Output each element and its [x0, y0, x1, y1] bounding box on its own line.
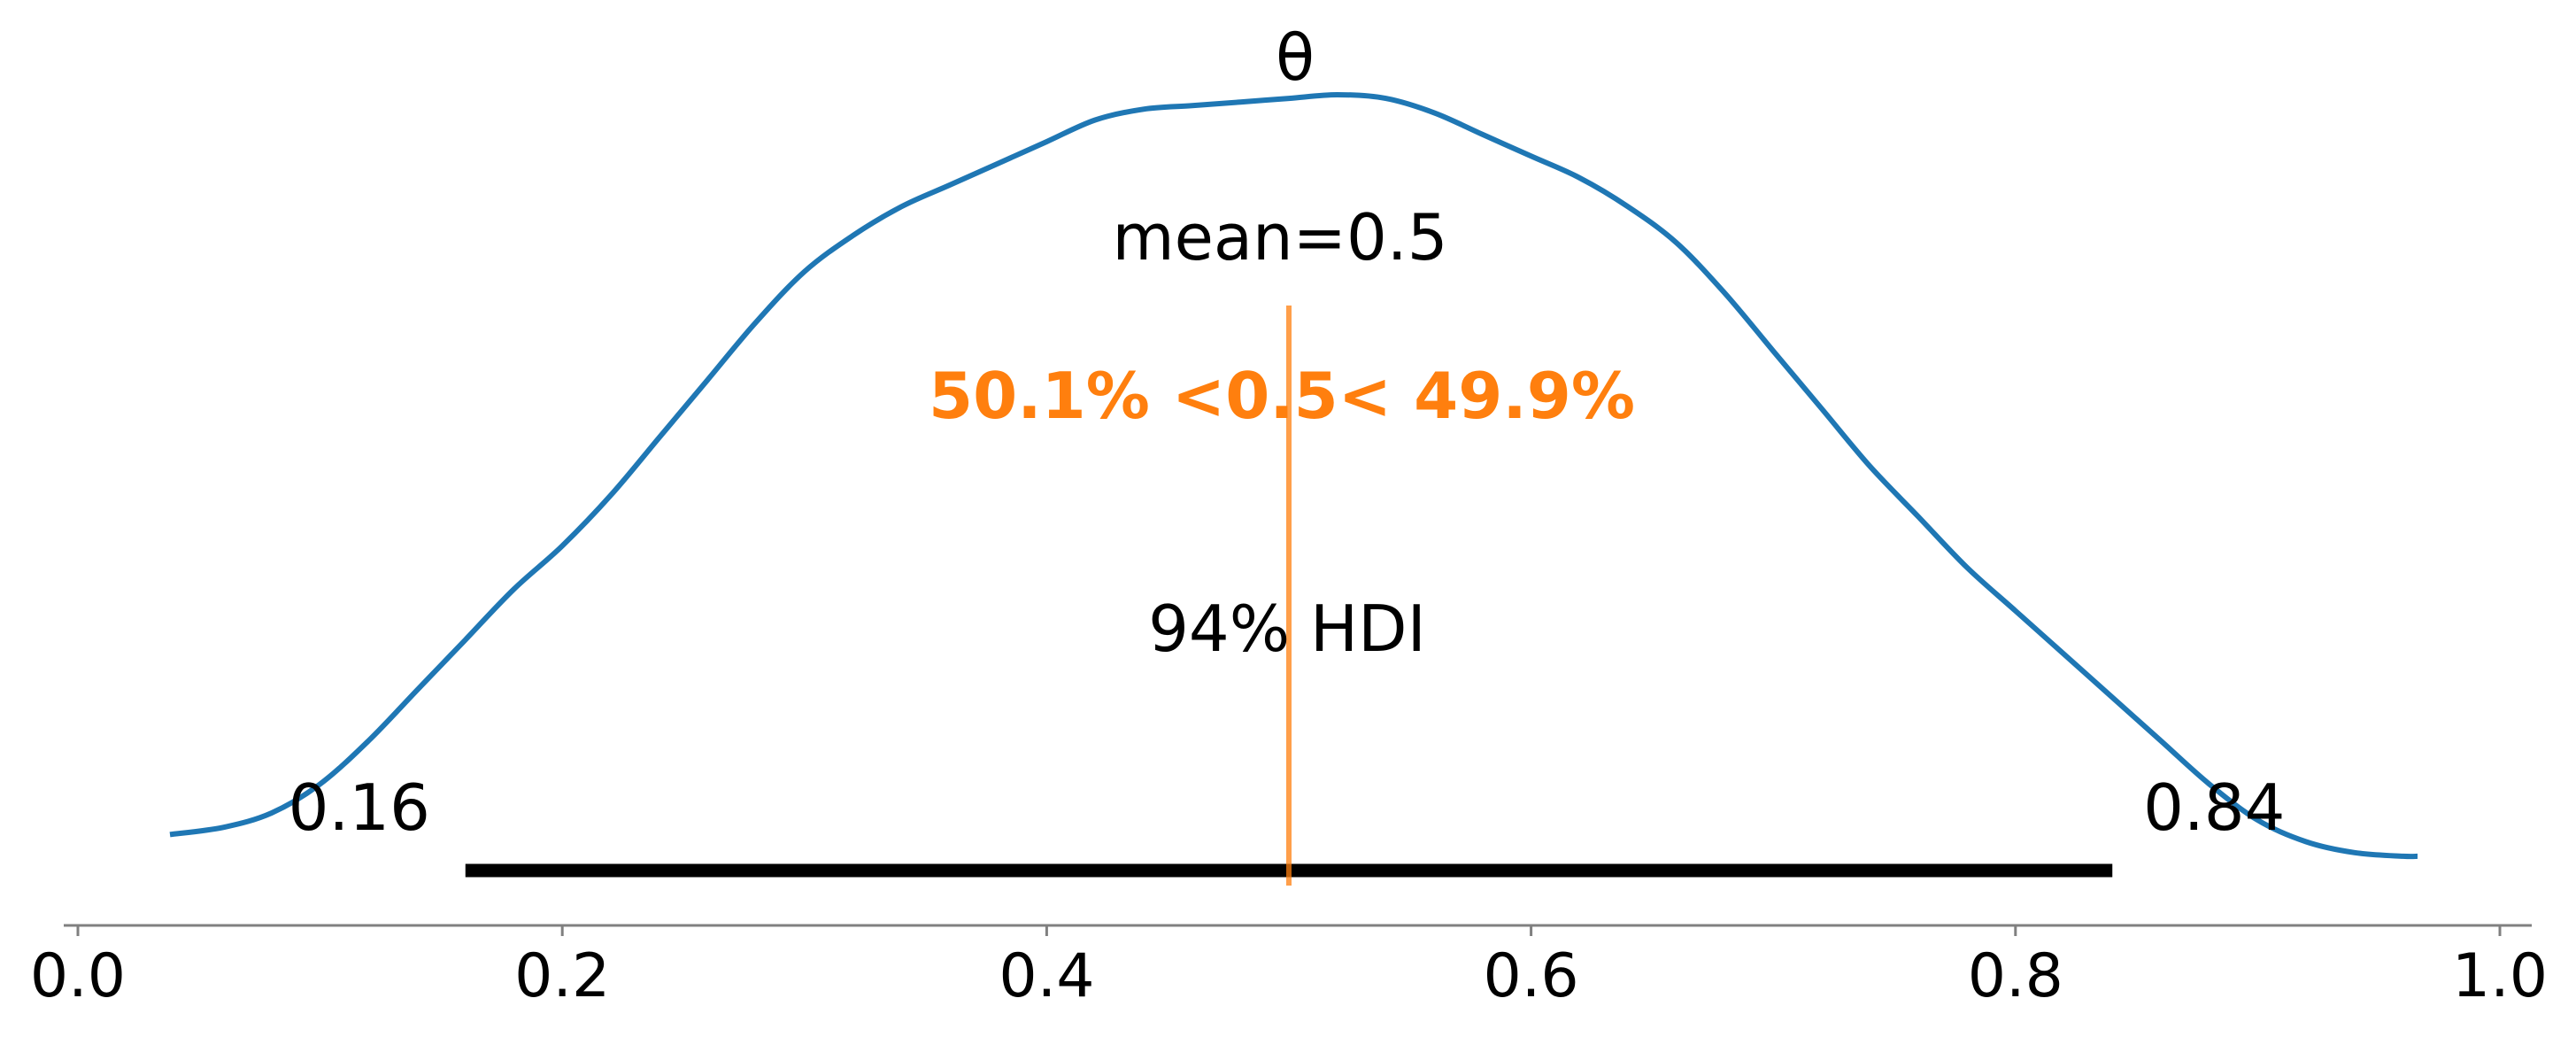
x-tick-label: 0.8 — [1968, 941, 2063, 1011]
x-tick-label: 1.0 — [2452, 941, 2548, 1011]
x-tick-label: 0.2 — [514, 941, 610, 1011]
chart-title: θ — [1276, 20, 1315, 95]
hdi-low-label: 0.16 — [289, 770, 430, 845]
x-tick-label: 0.6 — [1484, 941, 1579, 1011]
hdi-label: 94% HDI — [1148, 592, 1426, 666]
x-axis: 0.0 0.2 0.4 0.6 0.8 1.0 — [30, 924, 2548, 1011]
mean-label: mean=0.5 — [1112, 200, 1447, 275]
hdi-high-label: 0.84 — [2143, 770, 2285, 845]
x-tick-label: 0.4 — [999, 941, 1094, 1011]
kde-curve-0 — [169, 92, 2418, 860]
kde-layer — [169, 92, 2418, 860]
reference-label: 50.1% <0.5< 49.9% — [929, 359, 1635, 433]
x-tick-label: 0.0 — [30, 941, 126, 1011]
